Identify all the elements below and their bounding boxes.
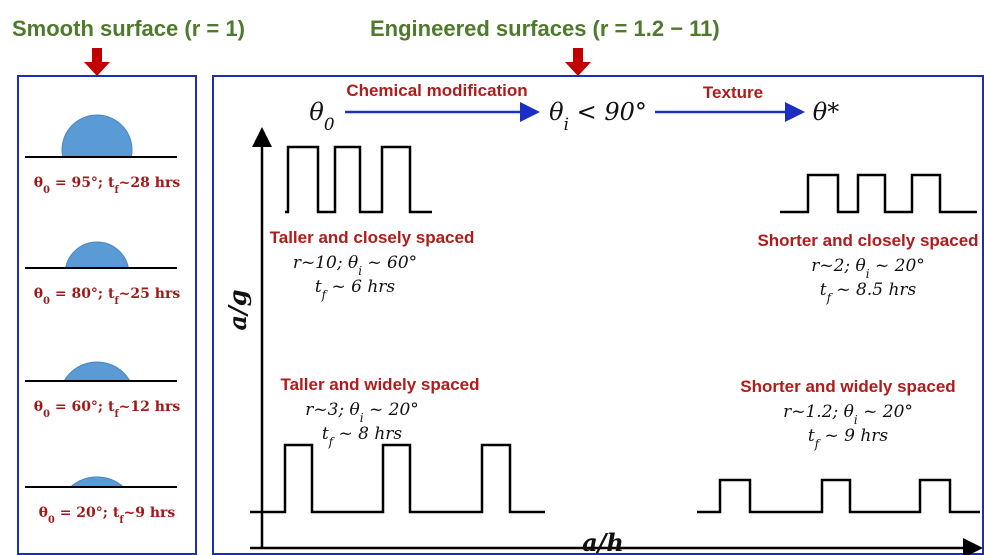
subscript: f xyxy=(114,185,119,196)
arrow-down xyxy=(84,48,110,76)
text-run: ~ 8.5 hrs xyxy=(831,280,917,300)
y-axis-label: a/g xyxy=(223,289,252,330)
text-run: θ xyxy=(34,286,43,302)
subscript: f xyxy=(114,409,119,420)
quadrant-time: tf ~ 9 hrs xyxy=(808,426,889,451)
droplet xyxy=(64,241,130,269)
step-label: Chemical modification xyxy=(346,81,527,100)
subscript: i xyxy=(564,114,569,134)
subscript: 0 xyxy=(324,114,335,134)
subscript: i xyxy=(866,267,870,281)
subscript: f xyxy=(814,437,822,451)
text-run: t xyxy=(322,424,329,444)
text-run: r~10; θ xyxy=(293,253,358,273)
quadrant-title: Shorter and widely spaced xyxy=(740,377,955,396)
text-run: θ xyxy=(39,505,48,521)
text-run: r~1.2; θ xyxy=(783,402,854,422)
quadrant-roughness: r~3; θi ~ 20° xyxy=(305,400,419,425)
text-run: = 20°; t xyxy=(55,505,120,521)
quadrant-title: Taller and closely spaced xyxy=(270,228,475,247)
text-run: θ xyxy=(34,399,43,415)
text-run: θ xyxy=(549,98,564,126)
flow-end: θ* xyxy=(813,98,839,126)
subscript: 0 xyxy=(43,185,50,196)
text-run: θ* xyxy=(813,98,839,126)
text-run: r~2; θ xyxy=(811,256,866,276)
text-run: t xyxy=(315,277,322,297)
quadrant-roughness: r~2; θi ~ 20° xyxy=(811,256,925,281)
x-axis-label: a/h xyxy=(582,528,624,555)
subscript: 0 xyxy=(43,409,50,420)
header-engineered: Engineered surfaces (r = 1.2 − 11) xyxy=(370,16,720,41)
quadrant-title: Taller and widely spaced xyxy=(280,375,479,394)
subscript: 0 xyxy=(48,515,55,526)
text-run: < 90° xyxy=(569,98,647,126)
flow-middle: θi < 90° xyxy=(549,98,647,134)
droplet xyxy=(69,476,125,488)
quadrant-roughness: r~1.2; θi ~ 20° xyxy=(783,402,913,427)
subscript: 0 xyxy=(43,296,50,307)
text-run: ~25 hrs xyxy=(119,286,181,302)
droplet-label: θ0 = 20°; tf~9 hrs xyxy=(39,505,176,526)
subscript: i xyxy=(360,411,364,425)
quadrant-roughness: r~10; θi ~ 60° xyxy=(293,253,417,278)
droplet-label: θ0 = 60°; tf~12 hrs xyxy=(34,399,181,420)
text-run: ~ 20° xyxy=(364,400,419,420)
quadrant-time: tf ~ 6 hrs xyxy=(315,277,396,302)
short-wide-texture xyxy=(697,478,980,514)
text-run: ~ 20° xyxy=(870,256,925,276)
short-close-texture xyxy=(780,173,977,214)
text-run: ~ 6 hrs xyxy=(326,277,395,297)
droplet-label: θ0 = 80°; tf~25 hrs xyxy=(34,286,181,307)
tall-close-texture xyxy=(285,145,432,214)
text-run: ~ 8 hrs xyxy=(333,424,402,444)
text-run: ~ 60° xyxy=(362,253,417,273)
quadrant-time: tf ~ 8 hrs xyxy=(322,424,403,449)
droplet xyxy=(61,114,133,158)
subscript: f xyxy=(826,291,834,305)
text-run: ~ 20° xyxy=(858,402,913,422)
droplet xyxy=(63,361,131,382)
text-run: ~ 9 hrs xyxy=(819,426,888,446)
subscript: i xyxy=(854,413,858,427)
quadrant-title: Shorter and closely spaced xyxy=(757,231,978,250)
text-run: t xyxy=(808,426,815,446)
subscript: f xyxy=(114,296,119,307)
text-run: = 80°; t xyxy=(50,286,115,302)
quadrant-time: tf ~ 8.5 hrs xyxy=(820,280,917,305)
text-run: θ xyxy=(309,98,324,126)
text-run: ~12 hrs xyxy=(119,399,181,415)
step-label: Texture xyxy=(703,83,763,102)
text-run: ~28 hrs xyxy=(119,175,181,191)
tall-wide-texture xyxy=(250,443,545,514)
smooth-panel xyxy=(17,75,197,555)
flow-start: θ0 xyxy=(309,98,334,134)
text-run: ~9 hrs xyxy=(124,505,176,521)
text-run: θ xyxy=(34,175,43,191)
droplet-label: θ0 = 95°; tf~28 hrs xyxy=(34,175,181,196)
subscript: f xyxy=(328,435,336,449)
text-run: = 95°; t xyxy=(50,175,115,191)
header-smooth: Smooth surface (r = 1) xyxy=(12,16,245,41)
text-run: = 60°; t xyxy=(50,399,115,415)
text-run: r~3; θ xyxy=(305,400,360,420)
subscript: f xyxy=(321,288,329,302)
text-run: t xyxy=(820,280,827,300)
arrow-down xyxy=(565,48,591,76)
subscript: f xyxy=(119,515,124,526)
subscript: i xyxy=(358,264,362,278)
engineered-panel xyxy=(212,75,984,555)
